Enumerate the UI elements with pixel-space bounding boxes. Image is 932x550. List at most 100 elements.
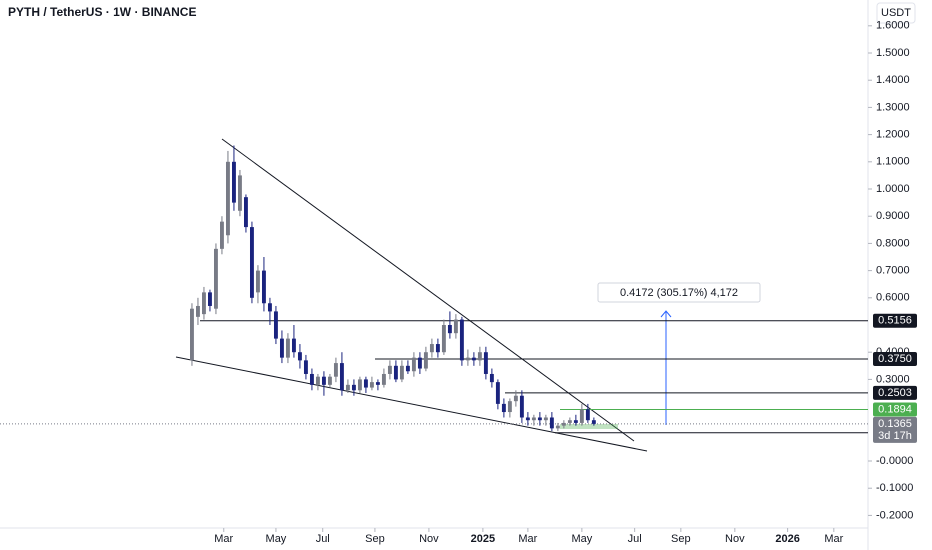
currency-label[interactable]: USDT [881,7,911,19]
candle-body [465,357,470,361]
level-price-box [873,313,917,328]
level-price-box [873,402,917,417]
candle-body [279,338,284,358]
candle-body [525,417,530,421]
candle-body [285,338,290,358]
candle-body [237,175,242,211]
x-tick-label: Nov [419,533,439,545]
y-tick-label: 0.8000 [876,237,910,249]
candle-body [399,365,404,380]
y-tick-label: 1.5000 [876,47,910,59]
measure-box [597,282,761,303]
candle-body [303,360,308,374]
candle-body [208,292,212,306]
last-price-label: 0.1365 [878,418,912,430]
lower-trendline [175,356,648,452]
level-price-box [873,385,917,400]
y-tick-label: -0.2000 [876,509,913,521]
y-tick-label: 1.6000 [876,20,910,32]
candle-body [555,425,560,429]
candle-body [357,379,362,391]
candle-body [585,409,590,421]
candle-body [261,270,266,304]
candle-body [369,382,374,388]
candle-body [202,292,206,315]
candle-body [309,373,314,385]
candle-body [315,376,320,385]
candle-body [267,303,272,312]
candle-body [489,373,494,383]
candle-body [501,403,506,413]
chart-title: PYTH / TetherUS · 1W · BINANCE [8,5,196,19]
x-tick-label: Mar [824,533,843,545]
candle-body [411,357,416,372]
candle-body [537,417,542,421]
x-tick-label: May [571,533,592,545]
candle-body [339,363,344,391]
level-price-label: 0.5156 [878,315,912,327]
x-tick-label: May [266,533,287,545]
upper-trendline [221,138,635,442]
candle-body [190,308,194,361]
candle-body [387,365,392,374]
y-tick-label: -0.1000 [876,482,913,494]
candle-body [495,382,500,404]
candle-body [243,197,248,228]
currency-button[interactable] [876,2,916,24]
x-tick-label: Mar [214,533,233,545]
y-tick-label: 1.0000 [876,183,910,195]
y-tick-label: 0.9000 [876,210,910,222]
candle-body [219,221,224,249]
candle-body [453,319,458,334]
candle-body [345,384,350,391]
candle-body [513,395,518,402]
candle-body [327,376,332,385]
level-price-label: 0.1894 [878,403,912,415]
candle-body [471,357,476,361]
x-tick-label: Sep [671,533,691,545]
candle-body [531,417,536,421]
candle-body [567,420,572,423]
candle-body [321,376,326,385]
y-tick-label: 1.4000 [876,74,910,86]
candle-body [417,357,422,369]
candle-body [249,227,254,298]
candle-body [273,311,278,339]
measure-label: 0.4172 (305.17%) 4,172 [620,287,738,299]
candle-body [441,325,446,353]
level-price-box [873,352,917,367]
candle-body [393,365,398,380]
level-price-label: 0.3750 [878,353,912,365]
candle-body [573,420,578,423]
x-tick-label: 2026 [775,533,799,545]
x-tick-label: Jul [316,533,330,545]
candle-body [561,422,566,426]
candle-body [423,352,428,369]
candle-body [477,352,482,361]
candle-body [543,417,548,421]
candle-body [297,352,302,361]
range-box [560,424,618,429]
y-tick-label: 1.2000 [876,129,910,141]
candle-body [429,344,434,353]
y-tick-label: -0.0000 [876,455,913,467]
measure-arrowhead [660,310,672,318]
x-tick-label: Jul [628,533,642,545]
level-price-label: 0.2503 [878,387,912,399]
candle-body [225,161,230,236]
y-tick-label: 0.7000 [876,265,910,277]
candle-body [483,352,488,374]
y-tick-label: 0.3000 [876,373,910,385]
x-tick-label: 2025 [471,533,495,545]
candle-body [291,338,296,353]
candle-body [507,401,512,413]
candle-body [351,384,356,391]
countdown-label: 3d 17h [878,430,912,442]
candle-body [447,325,452,334]
candle-body [459,319,464,361]
candle-body [519,395,524,418]
candle-body [549,417,554,429]
last-price-box [873,416,917,443]
